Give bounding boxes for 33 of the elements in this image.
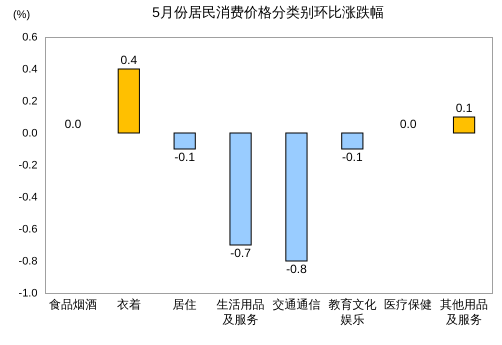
x-tick-label: 衣着 — [116, 298, 141, 312]
data-label: 0.0 — [400, 117, 417, 131]
data-label: 0.1 — [456, 101, 473, 115]
data-label: -0.7 — [230, 246, 252, 260]
y-tick-label: -1.0 — [18, 288, 38, 300]
x-tick-label: 生活用品及服务 — [216, 298, 265, 326]
y-tick-label: 0.4 — [22, 64, 38, 76]
y-tick-label: 0.0 — [22, 128, 38, 140]
bar — [174, 132, 196, 150]
bar — [341, 132, 364, 150]
data-label: 0.0 — [64, 117, 82, 131]
data-label: -0.1 — [174, 150, 196, 164]
data-label: 0.4 — [120, 53, 138, 67]
x-tick-label: 居住 — [172, 298, 197, 312]
bar — [452, 116, 476, 134]
bar — [285, 132, 308, 262]
x-tick-label: 其他用品及服务 — [440, 298, 488, 326]
chart-title: 5月份居民消费价格分类别环比涨跌幅 — [152, 4, 384, 20]
x-tick-label: 教育文化娱乐 — [328, 298, 376, 326]
y-tick-label: -0.2 — [18, 160, 38, 172]
x-tick-label: 交通通信 — [272, 298, 320, 312]
bar — [118, 68, 140, 134]
bar — [229, 132, 252, 246]
data-label: -0.8 — [286, 262, 308, 276]
x-tick-label: 食品烟酒 — [48, 298, 97, 312]
y-tick-label: -0.4 — [18, 192, 38, 204]
y-tick-label: 0.6 — [22, 32, 38, 44]
y-tick-label: -0.8 — [18, 256, 38, 268]
y-tick-label: 0.2 — [22, 96, 38, 108]
y-tick-label: -0.6 — [18, 224, 38, 236]
x-tick-label: 医疗保健 — [384, 298, 432, 312]
data-label: -0.1 — [342, 150, 363, 164]
y-axis-title: (%) — [13, 9, 30, 21]
